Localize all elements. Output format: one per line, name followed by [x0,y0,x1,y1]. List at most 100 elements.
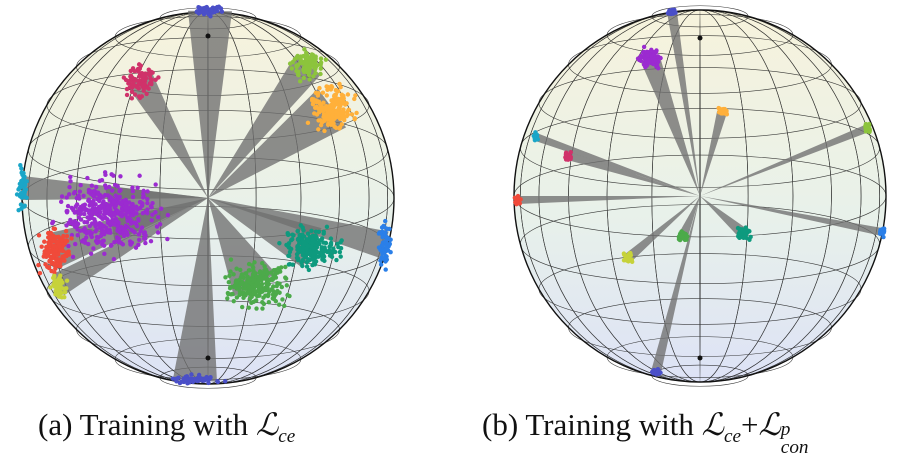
cluster-point [271,296,277,302]
cluster-point [310,101,316,107]
cluster-point [84,220,90,225]
cluster-point [653,58,658,64]
cluster-point [309,96,315,102]
cluster-point [380,235,385,240]
cluster-point [656,367,661,373]
vector-spoke [700,124,870,196]
feature-cluster [14,163,29,213]
cluster-point [91,246,96,251]
vector-spoke [667,11,700,197]
cluster-point [300,263,305,269]
cluster-point [68,174,73,180]
cluster-point [329,119,334,124]
cluster-point [65,203,71,209]
cluster-point [226,280,232,285]
cluster-point [644,49,650,55]
pole-marker [697,355,703,361]
cluster-point [51,226,56,231]
cluster-point [322,245,327,250]
cluster-point [684,237,689,242]
cluster-point [646,60,652,65]
cluster-point [66,243,71,249]
vector-spoke [208,55,321,199]
cluster-point [14,192,20,197]
cluster-point [716,105,721,111]
cluster-point [266,289,272,294]
cluster-point [50,220,55,226]
cluster-point [89,234,94,240]
cluster-point [305,53,310,58]
cluster-point [332,249,338,255]
cluster-point [87,203,92,208]
cluster-point [67,184,72,190]
cluster-point [316,118,321,123]
cluster-point [307,66,312,72]
cluster-point [130,185,135,190]
cluster-point [73,241,78,247]
cluster-point [325,87,330,93]
cluster-point [334,114,339,120]
cluster-point [328,241,333,247]
cluster-point [93,184,99,190]
cluster-point [243,286,248,292]
cluster-point [124,229,130,235]
cluster-point [24,179,29,184]
cluster-point [145,197,150,202]
cluster-point [354,110,359,116]
vector-spoke [640,54,700,197]
cluster-point [170,376,176,381]
cluster-point [324,224,330,230]
cluster-point [112,182,118,188]
cluster-point [277,290,282,295]
cluster-point [313,54,318,59]
cluster-point [140,210,146,216]
cluster-point [155,214,161,220]
cluster-point [254,280,260,286]
cluster-point [337,124,343,130]
cluster-point [328,236,334,241]
cluster-point [132,206,138,211]
cluster-point [305,243,311,249]
cluster-point [321,249,327,254]
cluster-point [341,99,347,105]
cluster-point [316,127,321,132]
cluster-point [287,293,292,299]
cluster-point [296,249,301,255]
feature-cluster [376,218,393,272]
cluster-point [77,189,83,194]
cluster-point [106,184,112,190]
cluster-point [231,272,236,277]
cluster-point [304,62,309,68]
cluster-point [280,297,285,302]
cluster-point [62,254,67,260]
sphere-plot-b [512,5,887,387]
cluster-point [116,200,121,206]
vector-spoke [534,133,700,196]
feature-cluster [735,225,753,242]
cluster-point [283,275,288,280]
cluster-point [19,166,24,171]
feature-cluster [287,47,329,84]
cluster-point [322,128,327,134]
cluster-point [271,289,276,294]
cluster-point [863,123,868,129]
cluster-point [349,112,355,117]
cluster-point [149,218,154,223]
cluster-point [42,239,47,244]
cluster-point [327,109,332,115]
loss-symbol-ce: ℒ [255,407,279,443]
cluster-point [111,173,116,178]
cluster-point [304,264,310,269]
cluster-point [652,370,657,375]
cluster-point [202,376,207,382]
cluster-point [321,240,326,245]
cluster-point [881,234,886,240]
cluster-point [228,269,233,274]
cluster-point [282,303,287,308]
cluster-point [321,100,326,105]
cluster-point [75,233,80,238]
cluster-point [387,226,392,232]
cluster-point [113,193,118,198]
cluster-point [143,233,148,238]
cluster-point [18,202,24,207]
